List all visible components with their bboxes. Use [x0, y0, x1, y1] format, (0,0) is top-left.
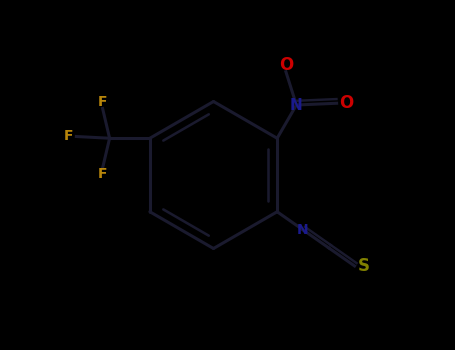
Text: S: S [357, 257, 369, 275]
Text: F: F [98, 167, 107, 181]
Text: O: O [339, 94, 354, 112]
Text: F: F [98, 95, 107, 109]
Text: O: O [279, 56, 293, 74]
Text: N: N [290, 98, 303, 112]
Text: F: F [64, 130, 73, 144]
Text: N: N [297, 223, 309, 237]
